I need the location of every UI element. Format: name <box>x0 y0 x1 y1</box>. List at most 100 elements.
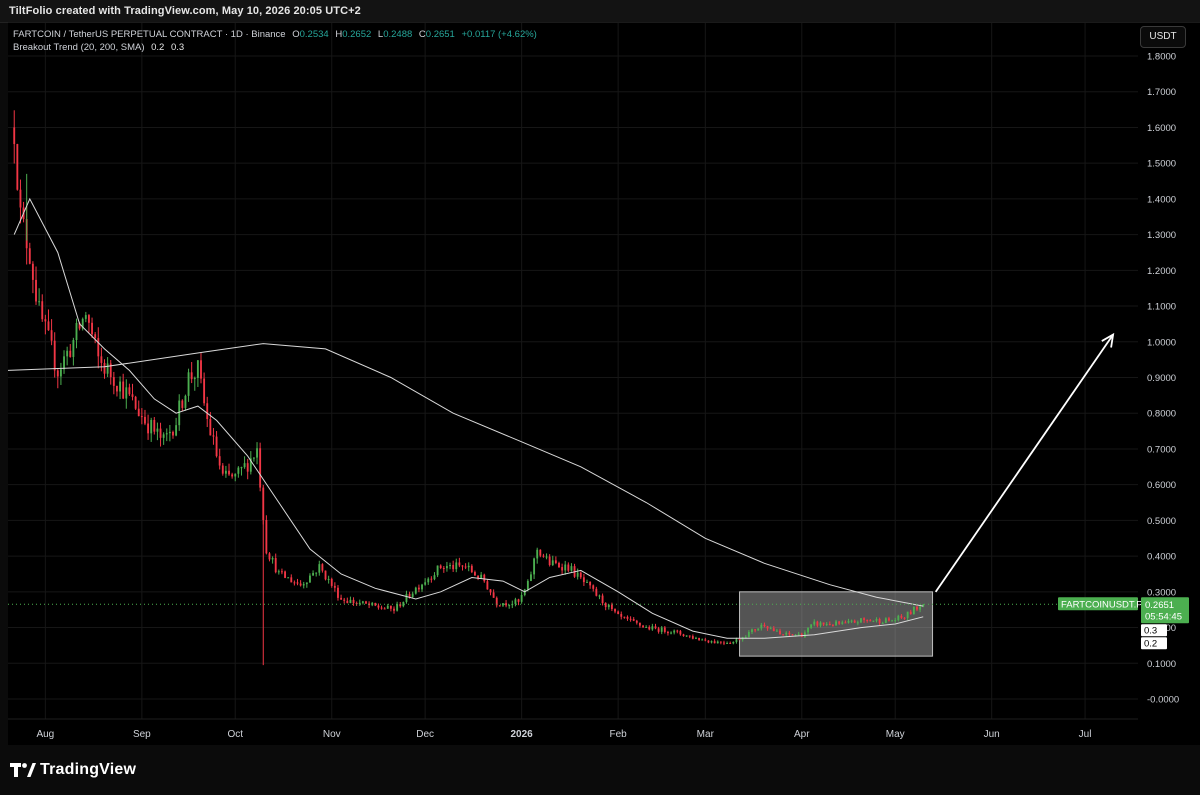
candle-down <box>262 487 265 521</box>
candle-up <box>309 575 311 583</box>
indicator-name: Breakout Trend (20, 200, SMA) <box>13 42 145 53</box>
candle-down <box>31 263 34 280</box>
candle-up <box>467 565 470 568</box>
candle-up <box>125 387 128 399</box>
candle-down <box>442 567 445 569</box>
candle-up <box>252 457 255 459</box>
candle-down <box>869 620 872 622</box>
candle-up <box>660 627 663 632</box>
candle-down <box>900 615 903 618</box>
candle-up <box>445 566 448 569</box>
candle-down <box>172 431 174 436</box>
candle-up <box>881 622 884 624</box>
candle-up <box>520 595 523 602</box>
candle-up <box>66 350 69 357</box>
candle-down <box>321 564 324 571</box>
candle-down <box>153 419 156 432</box>
candle-down <box>44 319 47 322</box>
candle-down <box>88 315 90 323</box>
candle-down <box>623 616 626 618</box>
candle-up <box>526 580 529 590</box>
candle-up <box>530 574 532 581</box>
chart-canvas[interactable]: 1.8000 1.7000 1.6000 1.5000 1.4000 1.3000 1.20… <box>8 23 1200 746</box>
candle-up <box>813 621 816 625</box>
indicator-legend[interactable]: Breakout Trend (20, 200, SMA) 0.2 0.3 <box>13 42 184 53</box>
candle-up <box>224 470 227 474</box>
candle-down <box>41 301 44 320</box>
candle-up <box>168 431 171 434</box>
candle-down <box>909 611 912 615</box>
candle-down <box>464 566 467 568</box>
candle-down <box>704 639 707 641</box>
x-tick-label: Jul <box>1079 729 1092 740</box>
candle-up <box>670 632 672 634</box>
candle-down <box>13 127 16 145</box>
currency-button[interactable]: USDT <box>1140 26 1186 48</box>
candle-up <box>187 372 190 396</box>
candle-down <box>548 556 551 566</box>
candle-down <box>719 641 722 643</box>
candle-down <box>632 619 635 621</box>
candle-up <box>414 587 417 594</box>
tradingview-logo[interactable]: TradingView <box>10 761 136 779</box>
candle-down <box>137 408 140 417</box>
candle-up <box>81 318 84 329</box>
candle-up <box>411 593 414 597</box>
arrow-annotation-head[interactable] <box>1101 332 1115 348</box>
candle-down <box>128 387 131 395</box>
close-value: 0.2651 <box>425 29 455 40</box>
candle-down <box>567 564 570 571</box>
candle-up <box>480 574 483 579</box>
candle-down <box>474 572 476 576</box>
candle-down <box>19 189 22 208</box>
candle-up <box>196 360 199 378</box>
candle-up <box>645 626 648 628</box>
candle-down <box>610 604 613 610</box>
candle-down <box>140 416 143 418</box>
candle-down <box>617 611 620 614</box>
arrow-annotation-shaft[interactable] <box>934 334 1114 593</box>
candle-up <box>747 632 750 637</box>
candle-down <box>212 435 215 437</box>
candle-up <box>249 458 252 472</box>
y-tick-label: 0.3000 <box>1147 587 1176 598</box>
candle-down <box>679 631 682 635</box>
symbol-legend: FARTCOIN / TetherUS PERPETUAL CONTRACT ·… <box>13 29 541 40</box>
candle-up <box>156 428 159 432</box>
candle-down <box>290 577 293 583</box>
candle-down <box>691 636 694 639</box>
candle-down <box>393 608 395 611</box>
candle-up <box>922 604 925 607</box>
last-price-value: 0.2651 <box>1145 600 1174 611</box>
indicator-value-2: 0.3 <box>170 42 185 53</box>
candle-down <box>638 622 641 626</box>
candle-up <box>769 628 772 630</box>
candle-up <box>312 573 315 576</box>
candle-up <box>178 400 181 426</box>
candle-down <box>816 621 819 626</box>
candle-down <box>100 356 103 363</box>
candle-down <box>299 583 302 586</box>
candle-up <box>570 566 573 571</box>
candle-up <box>455 562 458 570</box>
candle-down <box>377 605 380 608</box>
x-tick-label: May <box>886 729 905 740</box>
sma-fast-price-tag-bg <box>1141 624 1167 637</box>
candle-down <box>383 608 386 610</box>
candle-up <box>695 637 697 639</box>
candle-up <box>271 558 274 560</box>
candle-down <box>200 360 202 379</box>
y-tick-label: 1.7000 <box>1147 87 1176 98</box>
y-tick-label: 1.6000 <box>1147 123 1176 134</box>
candle-down <box>35 279 37 302</box>
candle-down <box>296 582 299 584</box>
candle-up <box>358 602 361 604</box>
candle-up <box>106 363 109 374</box>
y-tick-label: 1.3000 <box>1147 230 1176 241</box>
footer <box>0 745 1200 795</box>
candle-down <box>763 624 766 627</box>
candle-up <box>349 599 352 603</box>
candle-up <box>193 377 196 380</box>
candle-up <box>533 558 536 575</box>
chart-pane[interactable]: 1.8000 1.7000 1.6000 1.5000 1.4000 1.3000 1.20… <box>8 22 1200 746</box>
